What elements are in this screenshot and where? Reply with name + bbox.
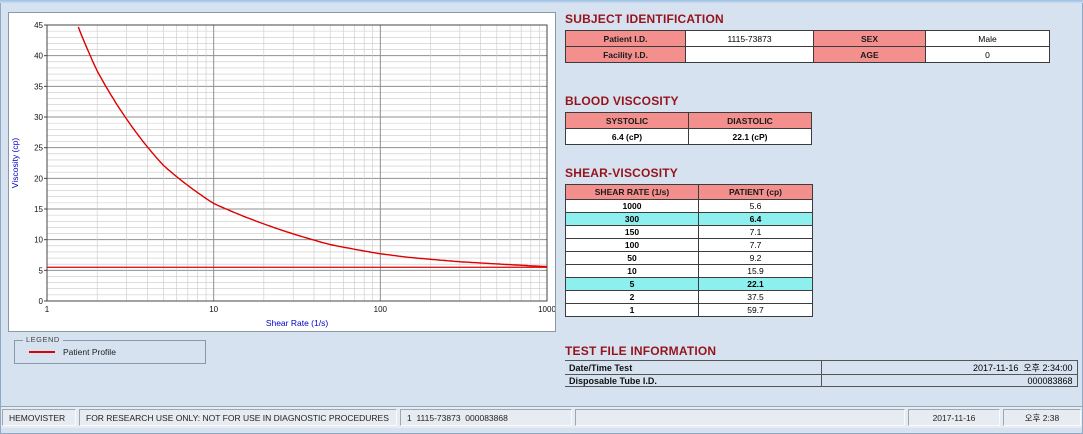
- patient-cp-cell: 9.2: [698, 251, 813, 265]
- subject-identification-heading: SUBJECT IDENTIFICATION: [565, 12, 724, 26]
- table-row: 100 7.7: [565, 238, 813, 252]
- systolic-value: 6.4 (cP): [565, 128, 689, 145]
- patient-profile-line-icon: [29, 351, 55, 353]
- table-row: 1000 5.6: [565, 199, 813, 213]
- shear-rate-cell: 300: [565, 212, 699, 226]
- svg-text:25: 25: [34, 144, 43, 153]
- report-panel: SUBJECT IDENTIFICATION Patient I.D. 1115…: [565, 0, 1079, 434]
- status-research-notice: FOR RESEARCH USE ONLY: NOT FOR USE IN DI…: [79, 409, 397, 426]
- subject-identification-table: Patient I.D. 1115-73873 SEX Male Facilit…: [565, 30, 1050, 63]
- svg-text:20: 20: [34, 174, 43, 183]
- status-bar: HEMOVISTER FOR RESEARCH USE ONLY: NOT FO…: [0, 406, 1083, 428]
- status-spacer: [575, 409, 905, 426]
- diastolic-header: DIASTOLIC: [688, 112, 812, 129]
- status-time: 오후 2:38: [1003, 409, 1081, 426]
- disposable-tube-id-value: 000083868: [820, 374, 1078, 387]
- table-row: 1 59.7: [565, 303, 813, 317]
- table-row: 6.4 (cP) 22.1 (cP): [565, 128, 812, 145]
- diastolic-value: 22.1 (cP): [688, 128, 812, 145]
- patient-cp-header: PATIENT (cp): [698, 184, 813, 200]
- date-time-test-value: 2017-11-16 오후 2:34:00: [820, 360, 1078, 375]
- patient-id-label: Patient I.D.: [565, 30, 686, 47]
- shear-rate-header: SHEAR RATE (1/s): [565, 184, 699, 200]
- table-row: SYSTOLIC DIASTOLIC: [565, 112, 812, 129]
- svg-text:5: 5: [39, 266, 44, 275]
- table-row: Date/Time Test 2017-11-16 오후 2:34:00: [565, 360, 1078, 375]
- svg-text:45: 45: [34, 21, 43, 30]
- status-date: 2017-11-16: [908, 409, 1000, 426]
- shear-table-body: 1000 5.6 300 6.4 150 7.1 100 7.7 50 9.2 10 15.9 5 22.…: [565, 199, 813, 317]
- patient-cp-cell: 15.9: [698, 264, 813, 278]
- viscosity-chart-panel: 0 5 10 15 20 25 30 35 40 45 1 10 100 1000 Shear Rate (…: [8, 12, 556, 332]
- shear-rate-cell: 100: [565, 238, 699, 252]
- blood-viscosity-table: SYSTOLIC DIASTOLIC 6.4 (cP) 22.1 (cP): [565, 112, 812, 145]
- table-row: Disposable Tube I.D. 000083868: [565, 374, 1078, 387]
- svg-text:Viscosity (cp): Viscosity (cp): [10, 138, 20, 189]
- svg-text:30: 30: [34, 113, 43, 122]
- table-row: 300 6.4: [565, 212, 813, 226]
- test-file-information-table: Date/Time Test 2017-11-16 오후 2:34:00 Dis…: [565, 360, 1078, 387]
- patient-id-value: 1115-73873: [685, 30, 814, 47]
- shear-rate-cell: 50: [565, 251, 699, 265]
- svg-text:10: 10: [209, 305, 218, 314]
- date-time-test-label: Date/Time Test: [565, 360, 821, 375]
- status-record-info: 1 1115-73873 000083868: [400, 409, 572, 426]
- table-row: 2 37.5: [565, 290, 813, 304]
- table-row: 5 22.1: [565, 277, 813, 291]
- table-row: Facility I.D. AGE 0: [565, 46, 1050, 63]
- legend-title: LEGEND: [23, 335, 63, 344]
- status-app-name: HEMOVISTER: [2, 409, 76, 426]
- table-row: Patient I.D. 1115-73873 SEX Male: [565, 30, 1050, 47]
- patient-cp-cell: 59.7: [698, 303, 813, 317]
- patient-cp-cell: 37.5: [698, 290, 813, 304]
- age-label: AGE: [813, 46, 926, 63]
- svg-text:40: 40: [34, 52, 43, 61]
- svg-text:0: 0: [39, 297, 44, 306]
- shear-rate-cell: 10: [565, 264, 699, 278]
- viscosity-chart: 0 5 10 15 20 25 30 35 40 45 1 10 100 1000 Shear Rate (…: [10, 21, 555, 328]
- svg-text:1000: 1000: [538, 305, 555, 314]
- age-value: 0: [925, 46, 1050, 63]
- test-file-information-heading: TEST FILE INFORMATION: [565, 344, 717, 358]
- shear-viscosity-table: SHEAR RATE (1/s) PATIENT (cp) 1000 5.6 300…: [565, 184, 813, 317]
- sex-label: SEX: [813, 30, 926, 47]
- shear-rate-cell: 1: [565, 303, 699, 317]
- shear-viscosity-heading: SHEAR-VISCOSITY: [565, 166, 679, 180]
- facility-id-label: Facility I.D.: [565, 46, 686, 63]
- svg-text:35: 35: [34, 82, 43, 91]
- shear-rate-cell: 1000: [565, 199, 699, 213]
- facility-id-value: [685, 46, 814, 63]
- patient-cp-cell: 22.1: [698, 277, 813, 291]
- disposable-tube-id-label: Disposable Tube I.D.: [565, 374, 821, 387]
- patient-cp-cell: 6.4: [698, 212, 813, 226]
- svg-text:10: 10: [34, 236, 43, 245]
- patient-cp-cell: 7.7: [698, 238, 813, 252]
- table-header-row: SHEAR RATE (1/s) PATIENT (cp): [565, 184, 813, 200]
- shear-rate-cell: 2: [565, 290, 699, 304]
- svg-text:Shear Rate (1/s): Shear Rate (1/s): [266, 318, 329, 328]
- svg-text:1: 1: [45, 305, 50, 314]
- patient-cp-cell: 7.1: [698, 225, 813, 239]
- svg-text:15: 15: [34, 205, 43, 214]
- blood-viscosity-heading: BLOOD VISCOSITY: [565, 94, 679, 108]
- legend-item-label: Patient Profile: [63, 347, 116, 357]
- svg-text:100: 100: [374, 305, 388, 314]
- table-row: 150 7.1: [565, 225, 813, 239]
- table-row: 50 9.2: [565, 251, 813, 265]
- table-row: 10 15.9: [565, 264, 813, 278]
- window-top-edge: [0, 0, 1083, 3]
- systolic-header: SYSTOLIC: [565, 112, 689, 129]
- sex-value: Male: [925, 30, 1050, 47]
- chart-legend: LEGEND Patient Profile: [14, 335, 206, 364]
- shear-rate-cell: 5: [565, 277, 699, 291]
- patient-cp-cell: 5.6: [698, 199, 813, 213]
- shear-rate-cell: 150: [565, 225, 699, 239]
